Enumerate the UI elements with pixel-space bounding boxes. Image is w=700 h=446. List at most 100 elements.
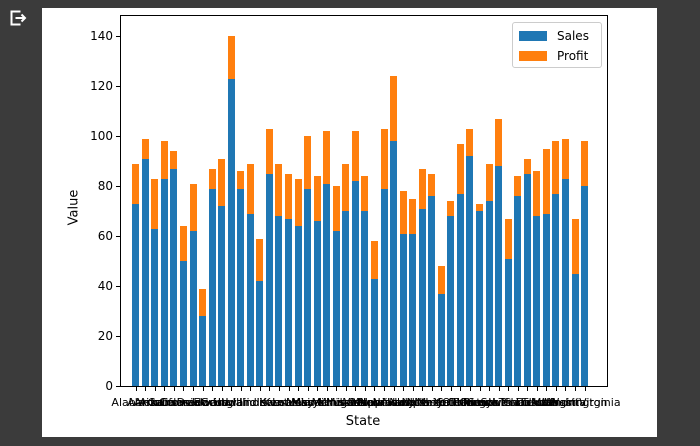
x-tick-label: Vermont bbox=[532, 396, 580, 409]
y-tick-label: 0 bbox=[105, 379, 113, 393]
bar-segment-profit bbox=[456, 143, 464, 194]
x-tick-label: Florida bbox=[193, 396, 231, 409]
x-tick-mark bbox=[145, 387, 147, 391]
x-tick-label: Pennsylvania bbox=[452, 396, 526, 409]
bar-segment-profit bbox=[275, 163, 283, 216]
bar-segment-profit bbox=[332, 186, 340, 231]
x-tick-label: Maine bbox=[291, 396, 325, 409]
bar-segment-sales bbox=[533, 216, 541, 386]
x-tick-label: California bbox=[147, 396, 201, 409]
x-tick-label: Utah bbox=[533, 396, 560, 409]
bar-segment-profit bbox=[265, 128, 273, 174]
bar-segment-sales bbox=[313, 221, 321, 386]
y-tick-mark bbox=[116, 335, 120, 337]
y-tick-mark bbox=[116, 235, 120, 237]
y-tick-label: 40 bbox=[97, 279, 113, 293]
legend-label: Profit bbox=[557, 49, 589, 63]
x-tick-label: Oklahoma bbox=[441, 396, 498, 409]
x-tick-mark bbox=[278, 387, 280, 391]
bar-segment-profit bbox=[399, 191, 407, 234]
x-tick-label: Texas bbox=[521, 396, 552, 409]
x-tick-label: Minnesota bbox=[317, 396, 375, 409]
bar-segment-sales bbox=[370, 278, 378, 386]
x-tick-label: Maryland bbox=[291, 396, 343, 409]
bar-segment-sales bbox=[485, 201, 493, 386]
x-tick-mark bbox=[336, 387, 338, 391]
x-tick-label: Montana bbox=[350, 396, 399, 409]
legend-swatch-sales bbox=[519, 31, 547, 41]
x-tick-label: New York bbox=[406, 396, 457, 409]
x-tick-mark bbox=[469, 387, 471, 391]
x-tick-mark bbox=[393, 387, 395, 391]
bar-segment-profit bbox=[313, 176, 321, 221]
bar-segment-profit bbox=[246, 163, 254, 214]
bar-segment-profit bbox=[208, 168, 216, 189]
bar-segment-sales bbox=[361, 211, 369, 386]
x-tick-label: Missouri bbox=[342, 396, 388, 409]
bar-segment-profit bbox=[476, 203, 483, 211]
bar-segment-profit bbox=[380, 128, 388, 189]
x-tick-mark bbox=[431, 387, 433, 391]
x-tick-label: Kentucky bbox=[263, 396, 314, 409]
x-tick-label: North Dakota bbox=[414, 396, 488, 409]
bar-segment-sales bbox=[199, 316, 207, 386]
x-tick-mark bbox=[441, 387, 443, 391]
bar-segment-profit bbox=[237, 171, 245, 189]
bar-segment-profit bbox=[323, 131, 331, 184]
x-tick-label: Illinois bbox=[232, 396, 268, 409]
bar-segment-profit bbox=[199, 288, 207, 316]
bars-layer bbox=[121, 16, 607, 386]
bar-segment-sales bbox=[466, 156, 474, 386]
bar-segment-sales bbox=[141, 158, 149, 386]
x-tick-label: Rhode Island bbox=[462, 396, 535, 409]
x-tick-mark bbox=[355, 387, 357, 391]
bar-segment-sales bbox=[561, 178, 569, 386]
y-tick-label: 80 bbox=[97, 179, 113, 193]
x-tick-mark bbox=[565, 387, 567, 391]
x-tick-mark bbox=[173, 387, 175, 391]
x-tick-label: New Hampshire bbox=[359, 396, 447, 409]
bar-segment-sales bbox=[294, 226, 302, 386]
x-tick-mark bbox=[317, 387, 319, 391]
x-tick-mark bbox=[135, 387, 137, 391]
pop-out-icon[interactable] bbox=[8, 8, 28, 28]
x-tick-mark bbox=[575, 387, 576, 391]
x-tick-label: Georgia bbox=[200, 396, 244, 409]
bar-segment-sales bbox=[571, 273, 579, 386]
bar-segment-profit bbox=[132, 163, 140, 204]
x-tick-mark bbox=[221, 387, 223, 391]
bar-segment-sales bbox=[304, 188, 312, 386]
bar-segment-profit bbox=[581, 141, 589, 186]
bar-segment-sales bbox=[208, 188, 216, 386]
x-tick-mark bbox=[412, 387, 414, 391]
bar-segment-profit bbox=[542, 148, 550, 214]
x-tick-mark bbox=[403, 387, 405, 391]
bar-segment-sales bbox=[552, 193, 560, 386]
bar-segment-sales bbox=[351, 181, 359, 386]
x-tick-label: Mississippi bbox=[326, 396, 385, 409]
bar-segment-profit bbox=[304, 136, 312, 189]
x-tick-label: North Carolina bbox=[401, 396, 482, 409]
x-tick-label: Virginia bbox=[544, 396, 587, 409]
bar-segment-sales bbox=[418, 208, 426, 386]
bar-segment-profit bbox=[294, 178, 302, 226]
x-tick-label: Iowa bbox=[256, 396, 283, 409]
x-tick-label: New Jersey bbox=[382, 396, 444, 409]
x-tick-mark bbox=[374, 387, 376, 391]
x-tick-mark bbox=[288, 387, 290, 391]
y-tick-mark bbox=[116, 385, 120, 387]
y-tick-label: 60 bbox=[97, 229, 113, 243]
bar-segment-sales bbox=[437, 293, 445, 386]
bar-segment-sales bbox=[390, 141, 398, 386]
legend: Sales Profit bbox=[512, 22, 602, 68]
x-tick-label: Idaho bbox=[225, 396, 257, 409]
bar-segment-sales bbox=[265, 173, 273, 386]
x-tick-mark bbox=[240, 387, 242, 391]
bar-segment-profit bbox=[256, 238, 264, 281]
bar-segment-sales bbox=[380, 188, 388, 386]
x-tick-label: Kansas bbox=[259, 396, 299, 409]
bar-segment-sales bbox=[160, 178, 168, 386]
bar-segment-sales bbox=[151, 228, 159, 386]
bar-segment-profit bbox=[189, 183, 197, 231]
